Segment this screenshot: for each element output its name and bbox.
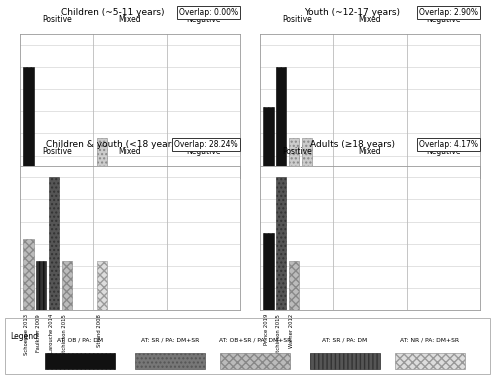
Text: Park 2008: Park 2008 [302, 182, 306, 208]
Bar [97, 138, 107, 178]
Text: Legend: Legend [10, 332, 38, 341]
Text: Hutchinson 2015: Hutchinson 2015 [276, 314, 281, 359]
Text: Mixed: Mixed [358, 147, 382, 156]
Text: AT: OB / PA: DM: AT: OB / PA: DM [57, 337, 103, 342]
Text: Prince 2019: Prince 2019 [24, 182, 28, 213]
Text: AT: OB+SR / PA: DM+SR: AT: OB+SR / PA: DM+SR [219, 337, 291, 342]
Text: Positive: Positive [282, 15, 312, 24]
Text: McGrath 2015: McGrath 2015 [264, 182, 268, 219]
Bar [36, 261, 46, 310]
Text: AT: SR / PA: DM: AT: SR / PA: DM [322, 337, 368, 342]
Text: Negative: Negative [186, 15, 220, 24]
Text: Larouche 2014: Larouche 2014 [49, 314, 54, 353]
Text: Hutchinson 2015: Hutchinson 2015 [62, 314, 66, 359]
Text: Children (~5-11 years): Children (~5-11 years) [60, 8, 164, 17]
Text: Schoeppe 2013: Schoeppe 2013 [24, 314, 28, 355]
Bar [289, 138, 299, 178]
Text: Overlap: 4.17%: Overlap: 4.17% [419, 140, 478, 149]
Text: Positive: Positive [282, 147, 312, 156]
Text: Negative: Negative [426, 15, 460, 24]
Bar [276, 67, 286, 178]
Bar [24, 239, 34, 310]
Text: Positive: Positive [42, 15, 72, 24]
Text: Mixed: Mixed [118, 15, 142, 24]
Bar [276, 177, 286, 310]
Text: Lee 2008: Lee 2008 [289, 182, 294, 206]
Text: Overlap: 0.00%: Overlap: 0.00% [178, 8, 238, 17]
Text: Lee 2008: Lee 2008 [97, 182, 102, 206]
Text: Overlap: 2.90%: Overlap: 2.90% [419, 8, 478, 17]
Text: Mixed: Mixed [358, 15, 382, 24]
Text: Overlap: 28.24%: Overlap: 28.24% [174, 140, 238, 149]
Bar [264, 107, 274, 178]
Text: Youth (~12-17 years): Youth (~12-17 years) [304, 8, 400, 17]
Text: Mixed: Mixed [118, 147, 142, 156]
Bar [264, 232, 274, 310]
Bar [24, 67, 34, 178]
Text: AT: SR / PA: DM+SR: AT: SR / PA: DM+SR [141, 337, 199, 342]
Text: Adults (≥18 years): Adults (≥18 years) [310, 140, 395, 149]
Bar [62, 261, 72, 310]
Text: Negative: Negative [426, 147, 460, 156]
Text: Negative: Negative [186, 147, 220, 156]
Bar [289, 261, 299, 310]
Text: Positive: Positive [42, 147, 72, 156]
Text: Prince 2019: Prince 2019 [264, 314, 268, 345]
Text: Faulkner 2009: Faulkner 2009 [36, 314, 42, 352]
Text: Warner 2012: Warner 2012 [289, 314, 294, 348]
Text: AT: NR / PA: DM+SR: AT: NR / PA: DM+SR [400, 337, 460, 342]
Bar [49, 177, 59, 310]
Text: Prince 2019: Prince 2019 [276, 182, 281, 213]
Bar [302, 138, 312, 178]
Text: Children & youth (<18 years): Children & youth (<18 years) [46, 140, 179, 149]
Text: Strand 2008: Strand 2008 [97, 314, 102, 347]
Bar [97, 261, 107, 310]
